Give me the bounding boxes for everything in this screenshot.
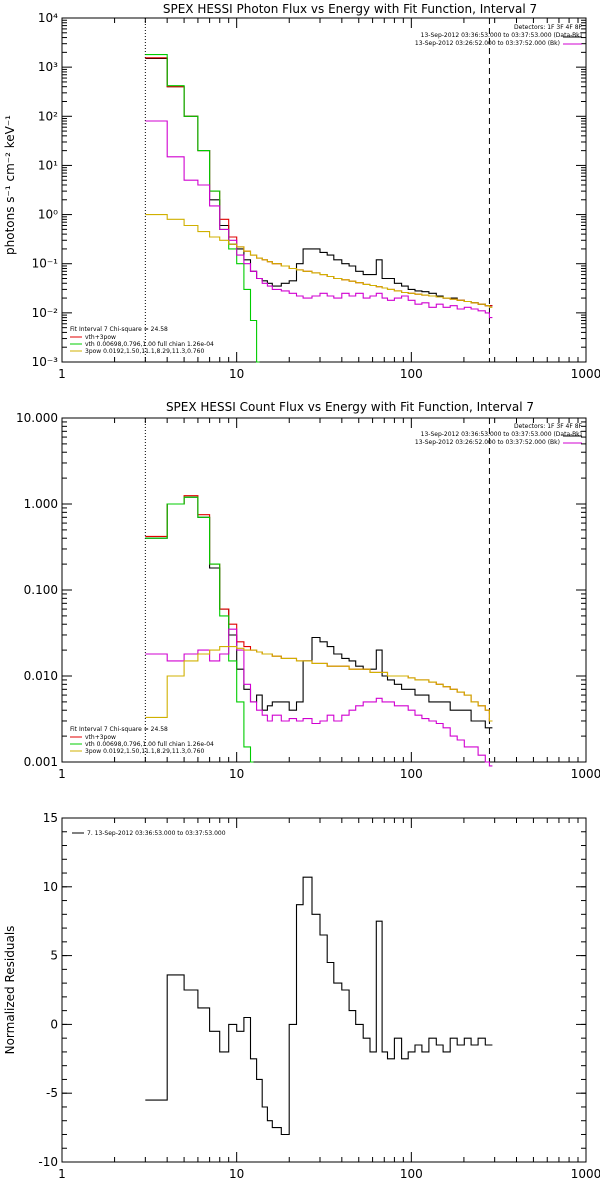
y-tick-label: 10² xyxy=(38,109,58,123)
legend-label: vth+3pow xyxy=(85,334,116,341)
y-axis-label: Normalized Residuals xyxy=(3,926,17,1055)
chart-title: SPEX HESSI Count Flux vs Energy with Fit… xyxy=(166,400,534,414)
y-tick-label: 5 xyxy=(50,949,58,963)
plot-frame xyxy=(61,817,587,1163)
y-tick-label: 10³ xyxy=(38,60,58,74)
x-tick-label: 1000 xyxy=(571,767,600,781)
legend-label: vth 0.00698,0.796,1.00 full chian 1.26e-… xyxy=(85,341,214,348)
y-tick-label: -5 xyxy=(46,1086,58,1100)
series-line xyxy=(145,54,260,363)
plot-frame xyxy=(61,417,587,763)
y-tick-label: 10 xyxy=(43,880,58,894)
legend-label: 3pow 0.0192,1.50,11.1,8.29,11.3,0.760 xyxy=(85,748,204,755)
legend: 7. 13-Sep-2012 03:36:53.000 to 03:37:53.… xyxy=(72,830,226,837)
x-tick-label: 100 xyxy=(400,1167,423,1181)
fit-range-lines xyxy=(144,418,490,762)
y-tick-label: 0.100 xyxy=(24,583,58,597)
plot-frame xyxy=(61,17,587,363)
y-tick-label: 0.001 xyxy=(24,755,58,769)
x-tick-label: 100 xyxy=(400,367,423,381)
x-ticks: 1 10 100 1000 xyxy=(58,418,600,781)
y-tick-label: 10⁻³ xyxy=(32,355,59,369)
x-ticks: 1 10 100 1000 xyxy=(58,18,600,381)
info-line: 13-Sep-2012 03:26:52.000 to 03:37:52.000… xyxy=(415,439,560,446)
info-line: Detectors: 1F 3F 4F 8F xyxy=(514,24,583,31)
series-line xyxy=(145,214,493,308)
x-tick-label: 10 xyxy=(229,767,244,781)
series-line xyxy=(145,646,493,722)
series-group xyxy=(145,495,493,767)
legend-label: 3pow 0.0192,1.50,11.1,8.29,11.3,0.760 xyxy=(85,348,204,355)
y-tick-label: 10⁰ xyxy=(38,208,58,222)
legend-label: vth 0.00698,0.796,1.00 full chian 1.26e-… xyxy=(85,741,214,748)
x-tick-label: 100 xyxy=(400,767,423,781)
x-tick-label: 1 xyxy=(58,367,66,381)
photon-flux-chart: SPEX HESSI Photon Flux vs Energy with Fi… xyxy=(3,2,600,381)
series-line xyxy=(145,496,493,729)
fit-range-lines xyxy=(144,18,490,362)
y-tick-label: -10 xyxy=(38,1155,58,1169)
legend: Fit Interval 7 Chi-square = 24.58 vth+3p… xyxy=(70,726,214,755)
y-tick-label: 1.000 xyxy=(24,497,58,511)
y-tick-label: 0.010 xyxy=(24,669,58,683)
y-tick-label: 0 xyxy=(50,1017,58,1031)
x-tick-label: 1 xyxy=(58,1167,66,1181)
legend: Fit Interval 7 Chi-square = 24.58 vth+3p… xyxy=(70,326,214,355)
series-line xyxy=(145,628,493,767)
y-tick-label: 15 xyxy=(43,811,58,825)
x-ticks: 1 10 100 1000 xyxy=(58,818,600,1181)
info-block: Detectors: 1F 3F 4F 8F 13-Sep-2012 03:36… xyxy=(415,24,583,47)
x-tick-label: 1000 xyxy=(571,1167,600,1181)
chart-title: SPEX HESSI Photon Flux vs Energy with Fi… xyxy=(163,2,537,16)
series-group xyxy=(145,876,493,1136)
x-tick-label: 10 xyxy=(229,1167,244,1181)
series-group xyxy=(145,54,493,363)
series-line xyxy=(145,876,493,1136)
legend-header: Fit Interval 7 Chi-square = 24.58 xyxy=(70,326,168,333)
legend-label: vth+3pow xyxy=(85,734,116,741)
y-ticks: -10 -5 0 5 10 15 xyxy=(38,811,586,1169)
y-tick-label: 10⁻¹ xyxy=(32,257,59,271)
x-tick-label: 10 xyxy=(229,367,244,381)
info-block: Detectors: 1F 3F 4F 8F 13-Sep-2012 03:36… xyxy=(415,423,583,446)
x-tick-label: 1 xyxy=(58,767,66,781)
y-tick-label: 10.000 xyxy=(16,411,58,425)
info-line: Detectors: 1F 3F 4F 8F xyxy=(514,423,583,430)
legend-header: Fit Interval 7 Chi-square = 24.58 xyxy=(70,726,168,733)
y-tick-label: 10⁻² xyxy=(32,306,59,320)
series-line xyxy=(145,495,493,722)
series-line xyxy=(145,120,493,319)
count-flux-chart: SPEX HESSI Count Flux vs Energy with Fit… xyxy=(16,400,600,781)
y-ticks: 0.001 0.010 0.100 1.000 10.000 xyxy=(16,411,586,769)
y-tick-label: 10¹ xyxy=(38,158,58,172)
y-ticks: 10⁻³ 10⁻² 10⁻¹ 10⁰ 10¹ 10² 10³ 10⁴ xyxy=(32,11,586,369)
x-tick-label: 1000 xyxy=(571,367,600,381)
info-line: 13-Sep-2012 03:36:53.000 to 03:37:53.000… xyxy=(421,431,582,438)
y-tick-label: 10⁴ xyxy=(38,11,58,25)
residuals-chart: Normalized Residuals 1 10 100 1000 -10-5051… xyxy=(3,811,600,1181)
info-line: 13-Sep-2012 03:36:53.000 to 03:37:53.000… xyxy=(421,32,582,39)
legend-label: 7. 13-Sep-2012 03:36:53.000 to 03:37:53.… xyxy=(87,830,226,837)
y-axis-label: photons s⁻¹ cm⁻² keV⁻¹ xyxy=(3,115,17,255)
series-line xyxy=(145,496,254,763)
info-line: 13-Sep-2012 03:26:52.000 to 03:37:52.000… xyxy=(415,40,560,47)
